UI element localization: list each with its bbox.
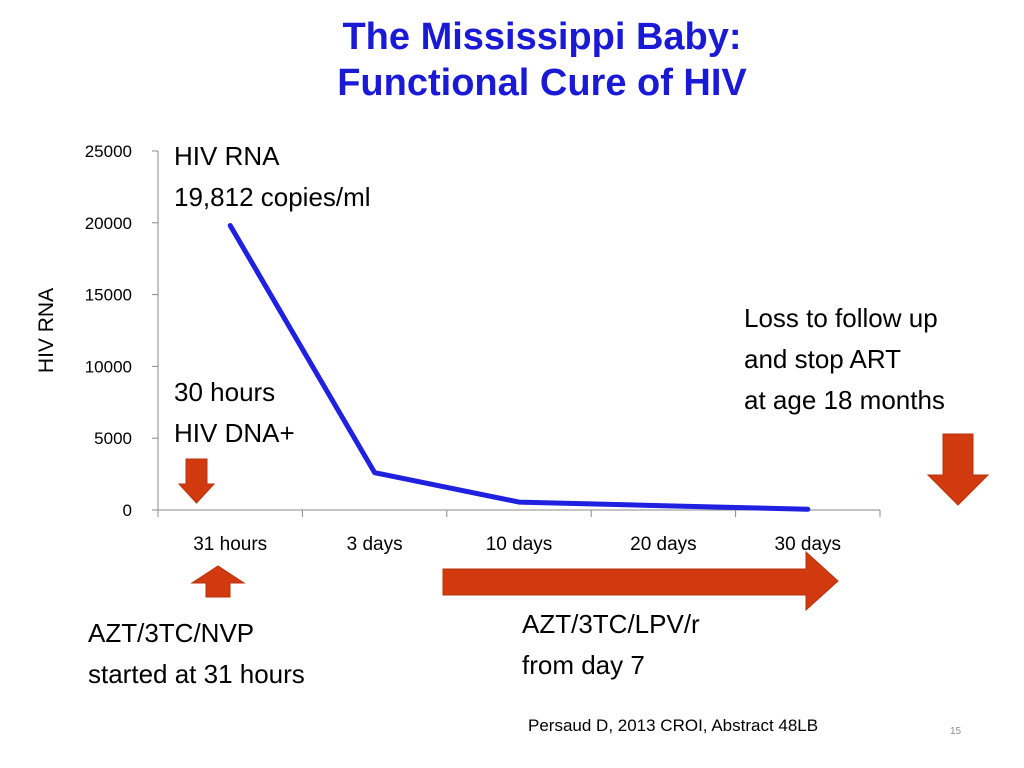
initial-regimen-drugs: AZT/3TC/NVP: [88, 618, 255, 648]
arrow-down-icon: [177, 458, 216, 504]
initial-regimen-start: started at 31 hours: [88, 659, 305, 689]
x-tick-label: 3 days: [347, 534, 403, 555]
x-tick-label: 30 days: [775, 534, 842, 555]
initial-regimen-annotation: AZT/3TC/NVP started at 31 hours: [88, 613, 305, 695]
citation: Persaud D, 2013 CROI, Abstract 48LB: [528, 716, 819, 735]
slide-title: The Mississippi Baby: Functional Cure of…: [0, 14, 1024, 106]
later-regimen-annotation: AZT/3TC/LPV/r from day 7: [522, 604, 700, 686]
hiv-rna-label: HIV RNA: [174, 141, 280, 171]
loss-to-follow-up-annotation: Loss to follow up and stop ART at age 18…: [744, 298, 945, 421]
x-tick-label: 31 hours: [193, 534, 267, 555]
chart-marks: [227, 222, 811, 512]
loss-line-2: and stop ART: [744, 344, 902, 374]
page-number: 15: [950, 726, 962, 737]
hiv-rna-value: 19,812 copies/ml: [174, 182, 371, 212]
chart-arrows: [177, 433, 990, 612]
hiv-dna-status: HIV DNA+: [174, 418, 295, 448]
x-tick-label: 20 days: [630, 534, 697, 555]
y-tick-label: 25000: [85, 142, 132, 161]
y-tick-label: 20000: [85, 214, 132, 233]
y-tick-label: 10000: [85, 357, 132, 376]
title-line-2: Functional Cure of HIV: [337, 62, 747, 104]
series-line: [227, 222, 811, 512]
later-regimen-drugs: AZT/3TC/LPV/r: [522, 609, 700, 639]
x-tick-label: 10 days: [486, 534, 553, 555]
later-regimen-start: from day 7: [522, 650, 645, 680]
y-tick-label: 0: [123, 501, 132, 520]
y-tick-label: 15000: [85, 286, 132, 305]
arrow-right-icon: [442, 550, 839, 612]
chart-axes: 0 5000 10000 15000 20000 25000 31 hours 3 days 1…: [35, 142, 881, 555]
hiv-dna-annotation: 30 hours HIV DNA+: [174, 372, 295, 454]
loss-line-3: at age 18 months: [744, 385, 945, 415]
loss-line-1: Loss to follow up: [744, 303, 938, 333]
hiv-rna-annotation: HIV RNA 19,812 copies/ml: [174, 136, 371, 218]
title-line-1: The Mississippi Baby:: [342, 16, 742, 58]
arrow-up-icon: [190, 565, 246, 598]
arrow-down-icon: [926, 433, 990, 506]
y-axis-title: HIV RNA: [35, 288, 58, 373]
hiv-dna-time: 30 hours: [174, 377, 276, 407]
y-tick-label: 5000: [94, 429, 132, 448]
